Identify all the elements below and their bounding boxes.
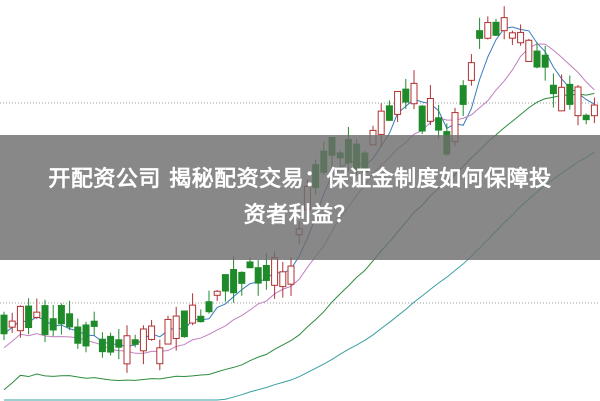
candle-body	[156, 347, 164, 365]
candle-body	[139, 328, 147, 352]
candle-body	[271, 257, 279, 286]
headline-line-1: 开配资公司 揭秘配资交易：保证金制度如何保障投	[48, 166, 552, 192]
candle-body	[500, 17, 508, 32]
candle-body	[172, 315, 180, 339]
candle-body	[131, 339, 139, 345]
candle-body	[385, 105, 393, 121]
candle-body	[394, 90, 402, 115]
candle-body	[549, 84, 557, 95]
candle-body	[558, 86, 566, 112]
candle-body	[279, 271, 287, 288]
candle-body	[205, 301, 213, 313]
candle-body	[41, 305, 49, 335]
candle-body	[590, 104, 598, 117]
candle-body	[221, 274, 229, 292]
headline-banner: 开配资公司 揭秘配资交易：保证金制度如何保障投 资者利益？	[0, 135, 600, 260]
candle-body	[189, 304, 197, 324]
candle-body	[287, 265, 295, 285]
candle-body	[517, 31, 525, 44]
candle-body	[435, 117, 443, 131]
candle-body	[33, 311, 41, 318]
candle-body	[492, 21, 500, 36]
candle-body	[107, 335, 115, 353]
candle-body	[16, 305, 24, 332]
candle-body	[574, 86, 582, 117]
candle-body	[525, 39, 533, 62]
candle-body	[57, 305, 65, 325]
candle-body	[476, 30, 484, 39]
candle-body	[262, 264, 270, 281]
moving-average-line	[3, 92, 595, 391]
candle-body	[238, 271, 246, 284]
candle-body	[418, 105, 426, 132]
candle-body	[230, 269, 238, 294]
candle-body	[402, 88, 410, 103]
candle-body	[459, 85, 467, 105]
candle-body	[410, 82, 418, 105]
headline-line-2: 资者利益？	[243, 202, 357, 228]
candle-body	[8, 320, 16, 328]
candle-body	[82, 324, 90, 347]
candle-body	[246, 261, 254, 269]
candle-body	[566, 83, 574, 105]
candle-body	[533, 50, 541, 68]
candle-body	[74, 326, 82, 344]
candle-body	[90, 320, 98, 327]
candle-body	[254, 267, 262, 284]
candle-body	[123, 335, 131, 365]
candle-body	[213, 290, 221, 296]
candle-body	[377, 110, 385, 135]
candle-body	[197, 315, 205, 323]
candle-body	[49, 318, 57, 331]
candle-body	[164, 318, 172, 345]
candle-body	[0, 314, 8, 335]
candle-body	[25, 305, 33, 329]
candle-body	[426, 97, 434, 122]
candle-body	[66, 313, 74, 328]
candle-body	[98, 338, 106, 353]
candle-body	[148, 325, 156, 340]
candle-body	[467, 62, 475, 81]
candle-body	[180, 310, 188, 338]
candle-body	[582, 114, 590, 121]
candle-body	[508, 32, 516, 39]
candle-body	[541, 54, 549, 68]
candle-body	[115, 339, 123, 348]
candle-body	[484, 22, 492, 39]
